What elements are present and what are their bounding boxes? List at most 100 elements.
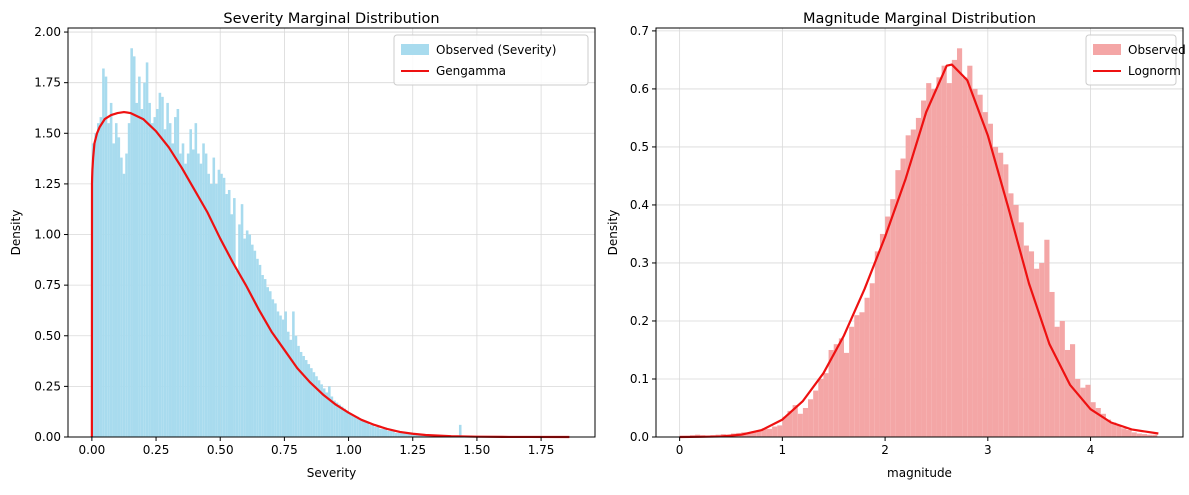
histogram-bar bbox=[879, 233, 886, 437]
x-tick-label: 3 bbox=[984, 443, 992, 457]
histogram-bar bbox=[1121, 428, 1127, 437]
x-tick-label: 1.25 bbox=[399, 443, 426, 457]
histogram-bar bbox=[849, 326, 855, 437]
histogram-bar bbox=[885, 216, 891, 437]
histogram-bar bbox=[420, 434, 424, 437]
histogram-bar bbox=[1008, 193, 1014, 437]
histogram-bar bbox=[808, 399, 814, 437]
histogram-bar bbox=[351, 414, 354, 437]
histogram-bar bbox=[353, 416, 357, 437]
histogram-bar bbox=[864, 297, 870, 437]
histogram-bar bbox=[322, 388, 326, 437]
histogram-bar bbox=[304, 360, 308, 437]
histogram-bar bbox=[962, 77, 968, 437]
histogram-bar bbox=[340, 406, 344, 437]
histogram-bar bbox=[184, 163, 187, 437]
histogram-bar bbox=[102, 68, 105, 437]
histogram-bar bbox=[302, 356, 305, 437]
histogram-bar bbox=[317, 380, 321, 437]
histogram-bar bbox=[756, 430, 762, 437]
histogram-bar bbox=[348, 412, 352, 437]
histogram-bar bbox=[813, 390, 819, 437]
histogram-bar bbox=[782, 416, 788, 437]
histogram-bar bbox=[838, 338, 844, 437]
histogram-bar bbox=[407, 432, 411, 437]
histogram-bar bbox=[982, 112, 988, 437]
histogram-bar bbox=[869, 283, 875, 437]
histogram-bar bbox=[122, 173, 126, 438]
histogram-bar bbox=[263, 279, 267, 437]
histogram-bar bbox=[792, 405, 798, 437]
histogram-bar bbox=[220, 173, 223, 438]
histogram-bar bbox=[1085, 384, 1091, 437]
y-tick-label: 0.6 bbox=[630, 82, 649, 96]
histogram-bar bbox=[207, 173, 210, 438]
histogram-bar bbox=[1147, 434, 1153, 437]
histogram-bar bbox=[1064, 349, 1070, 437]
histogram-bar bbox=[222, 177, 226, 438]
histogram-bar bbox=[109, 102, 113, 438]
histogram-bar bbox=[330, 396, 334, 437]
histogram-bar bbox=[235, 270, 239, 437]
histogram-bar bbox=[215, 183, 218, 437]
histogram-bar bbox=[289, 339, 293, 437]
y-tick-label: 0.00 bbox=[34, 430, 61, 444]
histogram-bar bbox=[114, 123, 118, 438]
histogram-bars bbox=[679, 48, 1158, 438]
histogram-bar bbox=[163, 129, 167, 438]
histogram-bar bbox=[315, 376, 318, 437]
histogram-bar bbox=[751, 431, 757, 437]
histogram-bar bbox=[1023, 245, 1029, 437]
legend-swatch-histogram bbox=[1093, 44, 1121, 55]
histogram-bar bbox=[310, 368, 313, 437]
histogram-bar bbox=[921, 100, 927, 437]
histogram-bar bbox=[423, 434, 426, 437]
histogram-bar bbox=[217, 169, 221, 437]
histogram-bar bbox=[361, 420, 364, 437]
histogram-bar bbox=[328, 386, 331, 437]
y-axis-label: Density bbox=[606, 210, 620, 256]
histogram-bar bbox=[987, 123, 993, 438]
histogram-bar bbox=[335, 402, 339, 437]
y-tick-label: 0.75 bbox=[34, 278, 61, 292]
histogram-bar bbox=[931, 88, 937, 438]
histogram-bar bbox=[127, 123, 131, 438]
histogram-bar bbox=[915, 117, 922, 437]
x-tick-label: 1 bbox=[779, 443, 787, 457]
histogram-bar bbox=[148, 102, 151, 438]
histogram-bar bbox=[967, 65, 973, 437]
histogram-bar bbox=[117, 137, 121, 437]
y-tick-label: 0.0 bbox=[630, 430, 649, 444]
histogram-bar bbox=[161, 96, 164, 437]
x-tick-label: 2 bbox=[881, 443, 889, 457]
x-tick-label: 0.00 bbox=[79, 443, 106, 457]
chart-title: Severity Marginal Distribution bbox=[223, 11, 439, 27]
histogram-bar bbox=[268, 291, 272, 437]
histogram-bar bbox=[245, 230, 249, 437]
histogram-bar bbox=[828, 349, 834, 437]
histogram-bar bbox=[238, 224, 241, 437]
severity-chart: 0.00 0.25 0.50 0.75 1.00 1.25 1.50 1.75 0.00 0.2… bbox=[9, 11, 596, 480]
histogram-bar bbox=[854, 315, 860, 437]
histogram-bar bbox=[343, 408, 347, 437]
histogram-bar bbox=[761, 428, 767, 437]
histogram-bar bbox=[399, 432, 403, 437]
histogram-bar bbox=[253, 250, 257, 437]
histogram-bar bbox=[240, 204, 244, 437]
histogram-bar bbox=[256, 258, 259, 437]
histogram-bar bbox=[174, 117, 177, 437]
histogram-bar bbox=[787, 410, 793, 437]
histogram-bar bbox=[1116, 425, 1122, 437]
histogram-bar bbox=[1136, 433, 1142, 437]
histogram-bar bbox=[890, 199, 896, 437]
histogram-bar bbox=[363, 420, 367, 437]
histogram-bar bbox=[325, 392, 329, 437]
histogram-bar bbox=[261, 275, 264, 437]
histogram-bar bbox=[243, 238, 246, 437]
y-tick-label: 0.3 bbox=[630, 256, 649, 270]
x-tick-label: 1.00 bbox=[335, 443, 362, 457]
histogram-bar bbox=[99, 117, 103, 437]
x-tick-label: 1.50 bbox=[464, 443, 491, 457]
histogram-bar bbox=[905, 135, 911, 438]
